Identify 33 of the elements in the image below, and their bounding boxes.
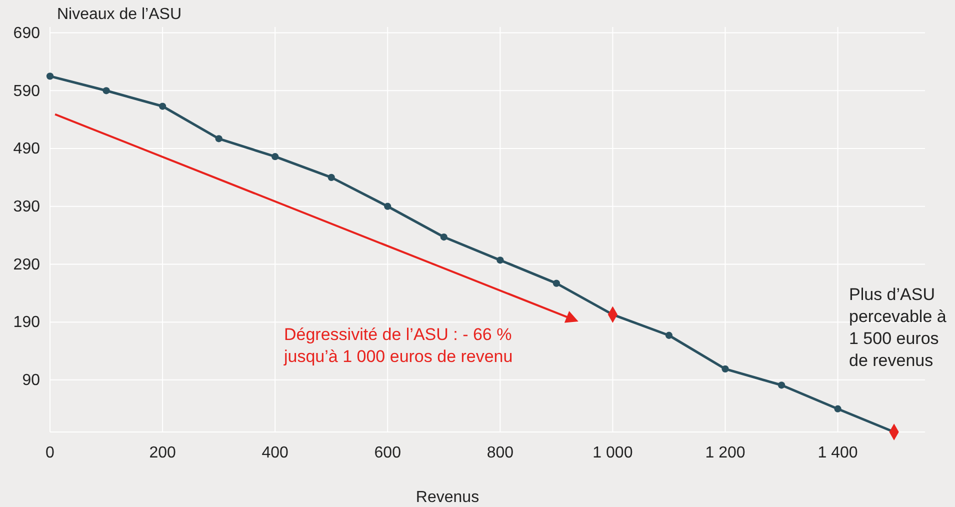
point (215, 135, 222, 142)
point (46, 72, 54, 80)
x-tick-label: 1 400 (818, 444, 858, 462)
x-tick-label: 1 200 (705, 444, 746, 462)
x-tick-label: 800 (486, 444, 514, 462)
y-tick-label: 390 (13, 198, 40, 216)
y-tick-label: 90 (22, 372, 40, 390)
y-axis-title: Niveaux de l’ASU (57, 6, 182, 23)
point (834, 405, 842, 412)
y-tick-label: 290 (13, 256, 40, 274)
point (102, 87, 110, 94)
x-tick-label: 1 000 (592, 444, 633, 462)
point (384, 202, 392, 210)
point (665, 332, 673, 339)
point (440, 233, 448, 241)
point (158, 102, 166, 110)
x-tick-label: 200 (149, 444, 176, 462)
point (272, 153, 279, 160)
annotation: Dégressivité de l’ASU : - 66 % jusqu’à 1 000 euros de revenu (283, 325, 513, 366)
x-axis-title: Revenus (416, 489, 480, 506)
y-tick-label: 690 (13, 24, 40, 42)
point (778, 382, 786, 389)
y-tick-label: 190 (13, 314, 40, 332)
point (496, 256, 504, 264)
x-tick-label: 600 (374, 444, 402, 462)
x-tick-label: 0 (46, 444, 55, 462)
x-tick-label: 400 (262, 444, 289, 462)
point (552, 280, 560, 287)
point (722, 365, 729, 372)
y-tick-label: 490 (13, 140, 40, 158)
y-tick-label: 590 (13, 82, 40, 100)
point (328, 174, 335, 181)
annotation: Plus d’ASU percevable à 1 500 euros de revenus (849, 285, 947, 370)
